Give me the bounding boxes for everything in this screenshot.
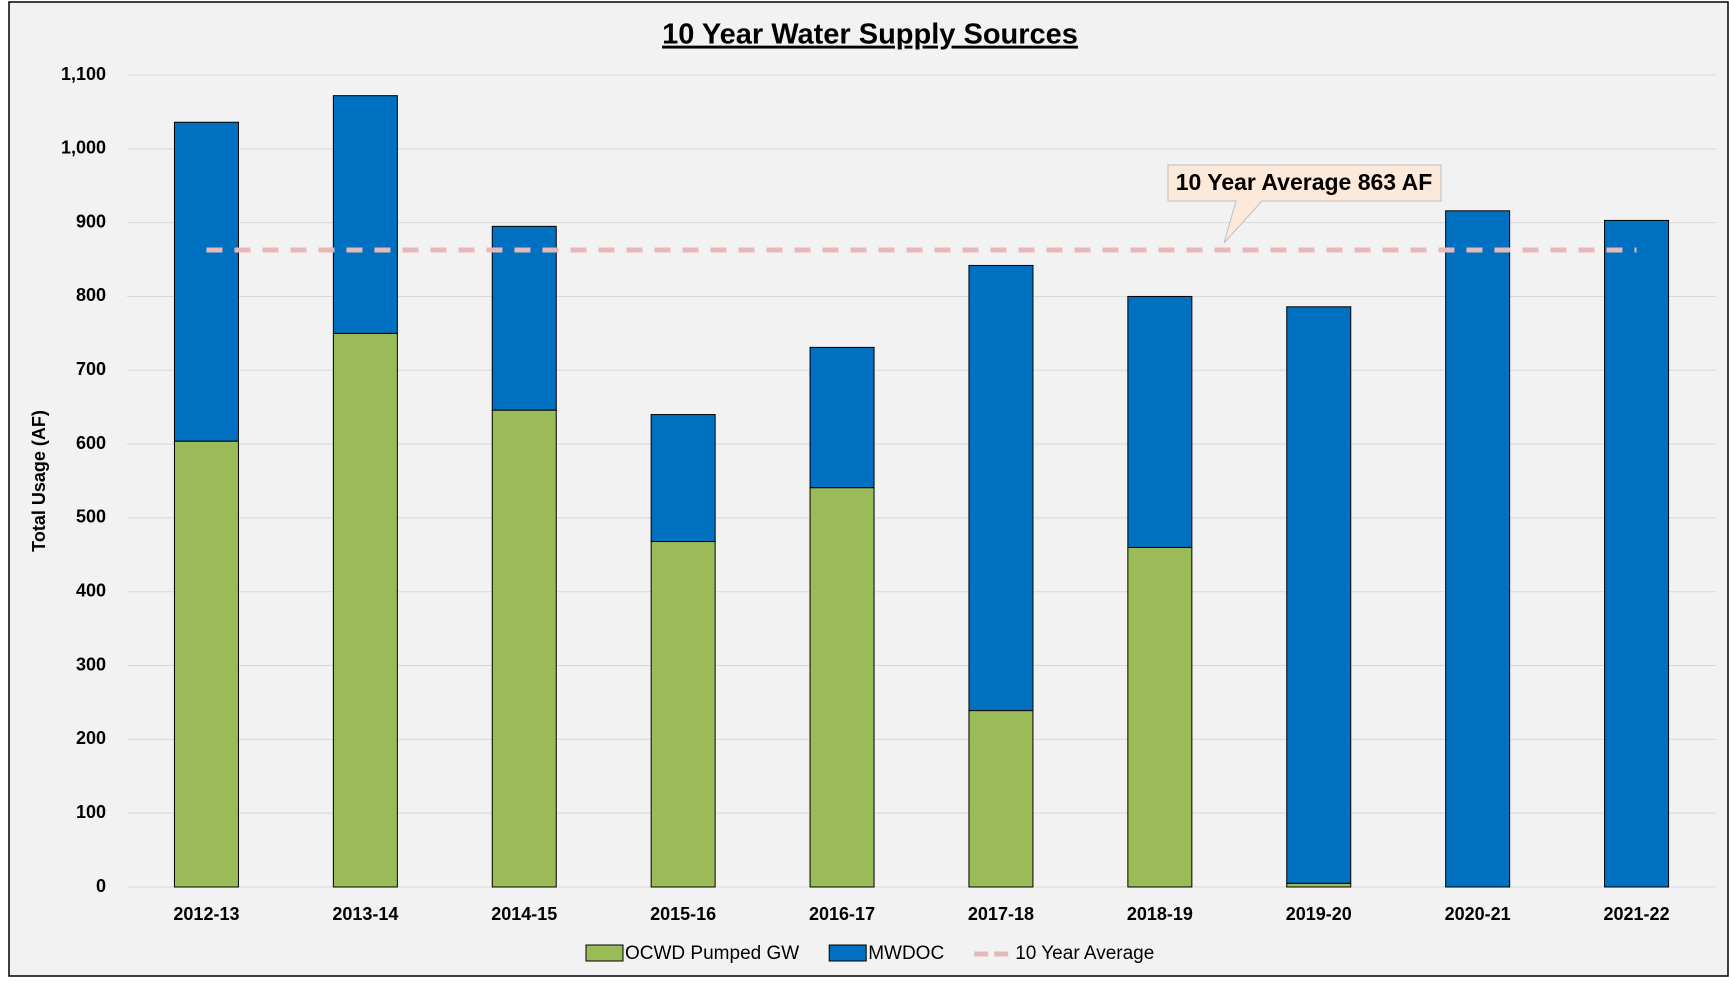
chart-title: 10 Year Water Supply Sources (662, 19, 1078, 51)
x-tick-label: 2012-13 (173, 904, 239, 924)
bar-segment (1604, 219, 1670, 888)
y-tick-label: 500 (76, 507, 106, 527)
annotation-box (1167, 164, 1442, 244)
bar-segment (1127, 295, 1193, 548)
bar-segment (968, 264, 1034, 712)
y-tick-label: 1,000 (61, 138, 106, 158)
y-tick-label: 600 (76, 433, 106, 453)
legend-label: OCWD Pumped GW (625, 943, 799, 964)
bar-segment (1445, 210, 1511, 888)
x-tick-label: 2020-21 (1445, 904, 1511, 924)
x-tick-label: 2019-20 (1286, 904, 1352, 924)
y-tick-label: 0 (96, 876, 106, 896)
bar-segment (809, 487, 875, 888)
x-tick-label: 2015-16 (650, 904, 716, 924)
bar-segment (491, 409, 557, 888)
y-tick-label: 800 (76, 285, 106, 305)
x-tick-label: 2013-14 (332, 904, 398, 924)
legend-label: MWDOC (868, 943, 944, 964)
y-tick-label: 1,100 (61, 64, 106, 84)
x-tick-label: 2014-15 (491, 904, 557, 924)
bar-segment (809, 346, 875, 489)
bar-segment (332, 332, 398, 888)
annotation: 10 Year Average 863 AF (1176, 169, 1433, 195)
x-tick-label: 2021-22 (1604, 904, 1670, 924)
bar-segment (173, 121, 239, 442)
bar-segment (1286, 306, 1352, 884)
bar-segment (650, 541, 716, 888)
x-tick-label: 2017-18 (968, 904, 1034, 924)
legend-label: 10 Year Average (1015, 943, 1154, 964)
y-tick-label: 900 (76, 211, 106, 231)
legend-swatch (828, 944, 867, 962)
x-tick-label: 2016-17 (809, 904, 875, 924)
bar-segment (1286, 882, 1352, 888)
bar-segment (332, 95, 398, 334)
bar-segment (1127, 546, 1193, 888)
x-tick-label: 2018-19 (1127, 904, 1193, 924)
y-tick-label: 200 (76, 728, 106, 748)
y-tick-label: 700 (76, 359, 106, 379)
bar-segment (968, 710, 1034, 888)
legend-swatch (585, 944, 624, 962)
bar-segment (173, 440, 239, 888)
bar-segment (491, 225, 557, 411)
bar-segment (650, 414, 716, 543)
y-tick-label: 400 (76, 580, 106, 600)
y-axis-label: Total Usage (AF) (29, 410, 49, 552)
y-tick-label: 100 (76, 802, 106, 822)
y-tick-label: 300 (76, 654, 106, 674)
